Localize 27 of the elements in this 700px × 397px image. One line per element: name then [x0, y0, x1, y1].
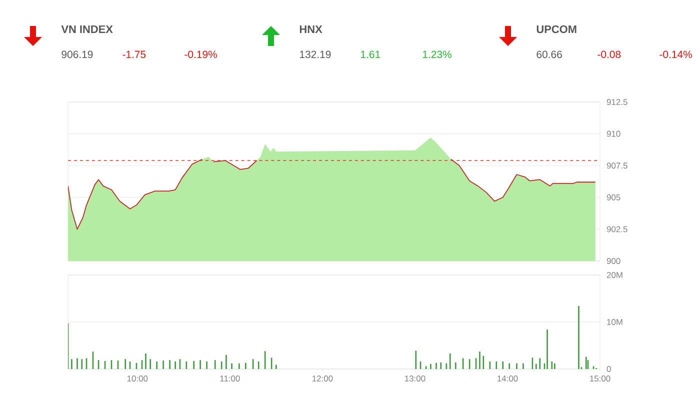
- x-tick-label: 13:00: [405, 376, 426, 382]
- data-label: 1.61: [361, 50, 380, 58]
- text: 60.66: [536, 50, 562, 58]
- text: -0.14%: [660, 50, 692, 58]
- y-tick-label: 900: [606, 258, 620, 264]
- text: 132.19: [300, 50, 331, 58]
- x-tick-label: 11:00: [220, 376, 240, 382]
- x-tick-label: 10:00: [127, 376, 148, 382]
- category-label: UPCOM: [536, 25, 576, 34]
- y-tick-label: 905: [606, 194, 620, 200]
- x-tick-label: 15:00: [590, 376, 610, 382]
- data-label: -1.75: [122, 50, 146, 58]
- text: -0.19%: [184, 50, 217, 58]
- y-tick-label: 907.5: [606, 162, 628, 169]
- y-tick-label: 0: [606, 366, 611, 372]
- y-tick-label: 10M: [607, 319, 622, 325]
- x-tick-label: 14:00: [498, 376, 518, 382]
- y-tick-label: 912.5: [606, 99, 628, 105]
- y-tick-label: 20M: [606, 272, 622, 278]
- category-label: HNX: [300, 25, 322, 33]
- y-tick-label: 910: [606, 130, 620, 137]
- text: 1.23%: [423, 50, 452, 58]
- data-label: -0.08: [598, 50, 621, 58]
- y-tick-label: 902.5: [606, 226, 628, 232]
- text: 906.19: [62, 50, 93, 58]
- category-label: VN INDEX: [61, 25, 113, 33]
- x-tick-label: 12:00: [312, 376, 333, 382]
